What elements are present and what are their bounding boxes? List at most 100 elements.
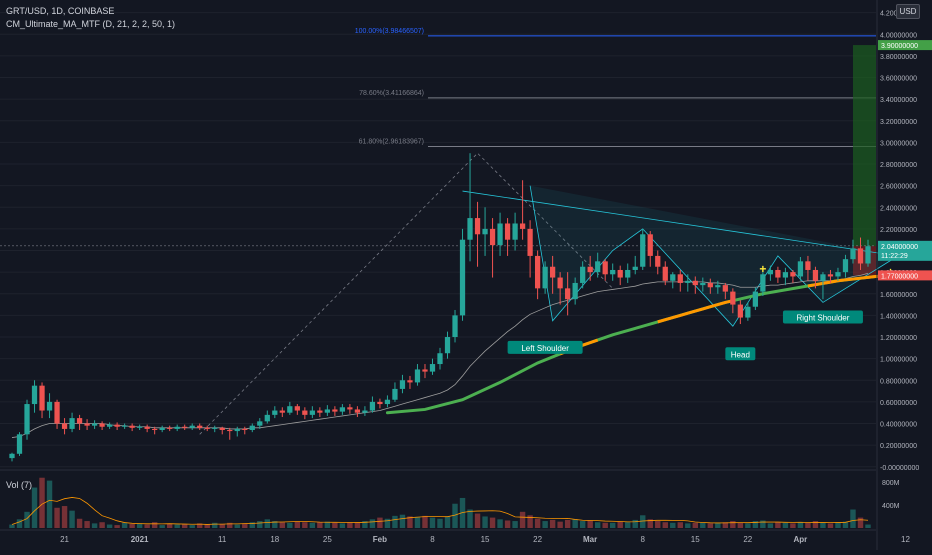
- volume-bar: [745, 523, 751, 528]
- annotation-badge: [507, 340, 583, 354]
- price-tick-label: 0.40000000: [880, 422, 917, 429]
- volume-bar: [429, 517, 436, 528]
- volume-bar: [489, 517, 496, 528]
- price-tick-label: 2.60000000: [880, 184, 917, 191]
- candle-body: [302, 410, 308, 415]
- volume-bar: [257, 521, 263, 528]
- candle-body: [835, 272, 841, 277]
- candle-body: [489, 228, 496, 246]
- candle-body: [812, 269, 819, 281]
- candle-body: [212, 427, 218, 429]
- candle-body: [670, 274, 676, 281]
- price-tick-label: 2.80000000: [880, 162, 917, 169]
- volume-bar: [827, 523, 834, 528]
- volume-bar: [76, 518, 83, 528]
- price-tick-label: 0.20000000: [880, 443, 917, 450]
- volume-bar: [767, 523, 774, 528]
- candle-body: [257, 421, 263, 426]
- candle-body: [46, 401, 53, 411]
- volume-bar: [106, 524, 113, 528]
- volume-bar: [715, 523, 721, 528]
- volume-bar: [557, 521, 563, 528]
- volume-bar: [790, 523, 796, 528]
- candle-body: [407, 380, 413, 383]
- neckline: [462, 190, 899, 257]
- currency-badge[interactable]: USD: [896, 4, 920, 19]
- volume-bar: [339, 523, 346, 528]
- volume-bar: [9, 524, 15, 528]
- volume-title[interactable]: Vol (7): [6, 480, 33, 490]
- volume-bar: [39, 477, 45, 528]
- volume-bar: [242, 523, 248, 528]
- candle-body: [122, 425, 128, 427]
- candle-body: [234, 428, 240, 432]
- candle-body: [617, 269, 623, 278]
- volume-bar: [737, 522, 744, 528]
- grid-lines: [0, 12, 876, 471]
- candle-body: [700, 282, 706, 286]
- volume-bar: [399, 514, 406, 528]
- candle-body: [24, 404, 30, 435]
- candle-body: [144, 426, 150, 429]
- price-label-text: 2.04000000: [881, 244, 918, 251]
- candle-body: [565, 288, 571, 300]
- candle-body: [662, 266, 668, 281]
- time-axis[interactable]: 21 2021 11 18 25 Feb 8 15 22 Mar 8 15 22 Apr 12: [0, 529, 911, 544]
- candle-body: [625, 269, 631, 278]
- volume-bar: [467, 509, 473, 528]
- volume-bar: [197, 523, 203, 528]
- candle-body: [106, 424, 113, 427]
- price-tick-label: 1.40000000: [880, 313, 917, 320]
- price-tick-label: 1.60000000: [880, 292, 917, 299]
- candle-body: [587, 266, 593, 273]
- volume-bar: [504, 520, 511, 528]
- volume-bar: [527, 515, 533, 528]
- volume-bar: [625, 522, 631, 528]
- candle-body: [39, 385, 45, 411]
- volume-bar: [542, 521, 548, 528]
- candle-body: [730, 291, 736, 305]
- volume-bar: [722, 522, 729, 528]
- candle-body: [504, 223, 511, 240]
- candle-body: [610, 269, 616, 275]
- volume-bar: [144, 524, 150, 528]
- volume-bar: [392, 515, 398, 528]
- volume-bar: [700, 522, 706, 528]
- price-tick-label: 0.60000000: [880, 400, 917, 407]
- volume-bar: [579, 521, 586, 528]
- indicator-title[interactable]: CM_Ultimate_MA_MTF (D, 21, 2, 2, 50, 1): [6, 19, 176, 29]
- candle-body: [857, 248, 864, 264]
- volume-bar: [369, 519, 376, 528]
- symbol-title[interactable]: GRT/USD, 1D, COINBASE: [6, 6, 115, 16]
- candle-body: [249, 425, 255, 430]
- candle-body: [580, 266, 586, 283]
- candle-body: [444, 337, 451, 354]
- volume-bar: [422, 515, 428, 528]
- volume-bar: [459, 497, 466, 528]
- price-tick-label: 4.00000000: [880, 32, 917, 39]
- candle-body: [745, 306, 751, 318]
- time-tick-label: 21: [60, 535, 69, 544]
- candle-body: [287, 406, 293, 413]
- time-tick-label: 22: [533, 535, 542, 544]
- time-tick-label: Apr: [793, 535, 807, 544]
- volume-bar: [482, 516, 488, 528]
- candle-body: [752, 291, 758, 307]
- candle-body: [197, 425, 203, 428]
- price-axis[interactable]: 4.00000000 3.80000000 3.60000000 3.40000000…: [876, 0, 932, 550]
- price-tick-label: 2.40000000: [880, 205, 917, 212]
- candle-body: [632, 266, 638, 270]
- price-tick-label: -0.00000000: [880, 465, 919, 472]
- candle-body: [272, 410, 278, 415]
- candle-body: [557, 277, 563, 289]
- volume-bar: [136, 523, 143, 528]
- fib-swing-line: [199, 152, 613, 435]
- candle-body: [399, 380, 406, 389]
- volume-bar: [362, 521, 368, 528]
- candlesticks: [9, 153, 871, 462]
- time-tick-label: 8: [640, 535, 645, 544]
- price-tick-label: 3.80000000: [880, 54, 917, 61]
- volume-bar: [760, 520, 766, 528]
